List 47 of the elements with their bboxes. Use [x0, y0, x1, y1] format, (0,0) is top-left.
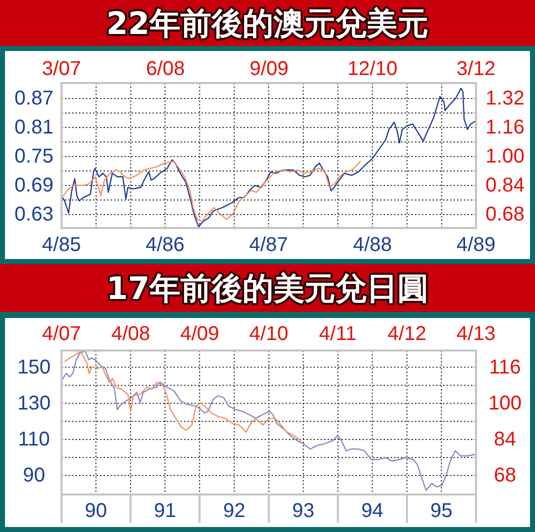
y-tick-label: 1.32	[486, 87, 524, 110]
y-tick-label: 0.75	[14, 145, 54, 168]
y-tick-label: 1.00	[486, 145, 524, 168]
x-tick-label: 4/08	[111, 323, 150, 345]
x-tick-label: 4/13	[456, 323, 496, 345]
y-tick-label: 150	[17, 356, 51, 378]
y-tick-label: 0.84	[486, 174, 524, 196]
y-tick-label: 116	[489, 356, 521, 378]
chart-title: 22年前後的澳元兌美元	[106, 6, 429, 42]
x-tick-label: 4/88	[352, 234, 392, 256]
x-tick-label: 94	[361, 500, 384, 522]
x-tick-label: 4/10	[249, 323, 288, 345]
x-tick-label: 4/12	[388, 323, 426, 345]
x-tick-label: 6/08	[146, 58, 185, 80]
x-tick-label: 4/87	[249, 234, 288, 256]
x-tick-label: 3/12	[456, 58, 496, 80]
x-tick-label: 4/85	[42, 234, 81, 256]
x-tick-label: 9/09	[250, 58, 289, 80]
y-tick-label: 1.16	[486, 116, 524, 138]
x-tick-label: 4/89	[456, 234, 496, 256]
y-tick-label: 130	[17, 392, 51, 414]
line-series	[64, 351, 302, 442]
y-tick-label: 0.68	[486, 203, 524, 226]
x-tick-label: 93	[292, 500, 314, 522]
x-tick-label: 4/07	[42, 323, 81, 345]
y-tick-label: 90	[22, 464, 46, 487]
y-tick-label: 0.69	[14, 174, 54, 196]
x-tick-label: 3/07	[42, 58, 81, 80]
chart-title: 17年前後的美元兌日圓	[106, 271, 429, 307]
line-series	[60, 88, 477, 228]
x-tick-label: 95	[430, 500, 453, 522]
y-tick-label: 110	[18, 428, 50, 450]
y-tick-label: 0.63	[14, 203, 54, 226]
x-tick-label: 4/86	[146, 234, 185, 256]
y-tick-label: 100	[488, 392, 522, 414]
x-tick-label: 91	[154, 500, 176, 522]
x-tick-label: 92	[223, 500, 246, 522]
y-tick-label: 0.87	[14, 87, 54, 110]
x-tick-label: 4/09	[180, 323, 220, 345]
x-tick-label: 90	[84, 500, 108, 522]
line-series	[62, 160, 361, 222]
x-tick-label: 12/10	[348, 58, 398, 80]
x-tick-label: 4/11	[319, 323, 356, 345]
line-series	[62, 350, 477, 491]
y-tick-label: 68	[494, 464, 516, 487]
y-tick-label: 0.81	[14, 116, 54, 138]
y-tick-label: 84	[494, 428, 516, 451]
